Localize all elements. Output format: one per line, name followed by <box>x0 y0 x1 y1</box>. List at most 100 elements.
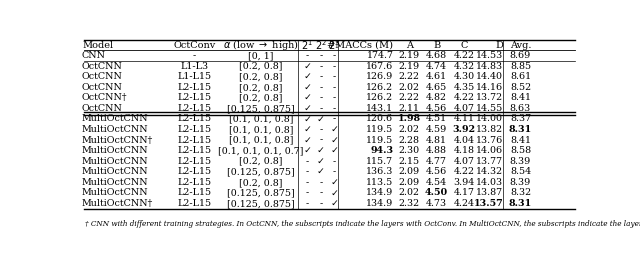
Text: $2^1$: $2^1$ <box>301 38 314 52</box>
Text: 13.82: 13.82 <box>476 125 503 134</box>
Text: -: - <box>193 51 196 60</box>
Text: 4.22: 4.22 <box>453 93 474 102</box>
Text: 126.2: 126.2 <box>366 83 394 92</box>
Text: 4.22: 4.22 <box>453 167 474 176</box>
Text: -: - <box>306 167 309 176</box>
Text: ✓: ✓ <box>303 125 312 134</box>
Text: MultiOctCNN: MultiOctCNN <box>82 167 148 176</box>
Text: ✓: ✓ <box>317 157 325 166</box>
Text: Model: Model <box>82 41 113 50</box>
Text: $2^3$: $2^3$ <box>328 38 340 52</box>
Text: $2^2$: $2^2$ <box>315 38 327 52</box>
Text: 174.7: 174.7 <box>367 51 394 60</box>
Text: L1-L15: L1-L15 <box>177 72 212 81</box>
Text: -: - <box>319 188 323 197</box>
Text: 8.63: 8.63 <box>510 104 531 113</box>
Text: MultiOctCNN†: MultiOctCNN† <box>82 199 153 208</box>
Text: L2-L15: L2-L15 <box>177 114 212 123</box>
Text: L2-L15: L2-L15 <box>177 157 212 166</box>
Text: 126.2: 126.2 <box>366 93 394 102</box>
Text: 4.11: 4.11 <box>453 114 474 123</box>
Text: [0.125, 0.875]: [0.125, 0.875] <box>227 167 295 176</box>
Text: ✓: ✓ <box>303 104 312 113</box>
Text: MultiOctCNN: MultiOctCNN <box>82 188 148 197</box>
Text: 8.69: 8.69 <box>510 51 531 60</box>
Text: [0.2, 0.8]: [0.2, 0.8] <box>239 178 283 187</box>
Text: 14.16: 14.16 <box>476 83 503 92</box>
Text: 4.07: 4.07 <box>453 157 474 166</box>
Text: 4.54: 4.54 <box>426 178 447 187</box>
Text: L2-L15: L2-L15 <box>177 136 212 145</box>
Text: ✓: ✓ <box>330 146 338 155</box>
Text: 8.39: 8.39 <box>510 178 531 187</box>
Text: CNN: CNN <box>82 51 106 60</box>
Text: 2.19: 2.19 <box>399 62 420 71</box>
Text: D: D <box>495 41 503 50</box>
Text: 4.17: 4.17 <box>453 188 474 197</box>
Text: -: - <box>333 72 336 81</box>
Text: 143.1: 143.1 <box>366 104 394 113</box>
Text: 1.98: 1.98 <box>398 114 421 123</box>
Text: B: B <box>433 41 440 50</box>
Text: 8.41: 8.41 <box>510 93 531 102</box>
Text: 119.5: 119.5 <box>366 136 394 145</box>
Text: ✓: ✓ <box>330 125 338 134</box>
Text: 4.68: 4.68 <box>426 51 447 60</box>
Text: 4.82: 4.82 <box>426 93 447 102</box>
Text: 2.19: 2.19 <box>399 51 420 60</box>
Text: ✓: ✓ <box>303 93 312 102</box>
Text: 13.87: 13.87 <box>476 188 503 197</box>
Text: ✓: ✓ <box>330 178 338 187</box>
Text: 2.15: 2.15 <box>399 157 420 166</box>
Text: -: - <box>333 157 336 166</box>
Text: ✓: ✓ <box>303 83 312 92</box>
Text: -: - <box>306 199 309 208</box>
Text: L1-L3: L1-L3 <box>180 62 209 71</box>
Text: 13.77: 13.77 <box>476 157 503 166</box>
Text: 8.58: 8.58 <box>510 146 531 155</box>
Text: -: - <box>319 199 323 208</box>
Text: 4.24: 4.24 <box>453 199 474 208</box>
Text: MultiOctCNN: MultiOctCNN <box>82 178 148 187</box>
Text: ✓: ✓ <box>317 114 325 123</box>
Text: OctCNN†: OctCNN† <box>82 93 127 102</box>
Text: 14.53: 14.53 <box>476 51 503 60</box>
Text: L2-L15: L2-L15 <box>177 125 212 134</box>
Text: 8.31: 8.31 <box>509 199 532 208</box>
Text: [0.1, 0.1, 0.8]: [0.1, 0.1, 0.8] <box>228 114 293 123</box>
Text: 3.92: 3.92 <box>452 125 476 134</box>
Text: 8.37: 8.37 <box>510 114 531 123</box>
Text: -: - <box>333 83 336 92</box>
Text: 13.72: 13.72 <box>476 93 503 102</box>
Text: ✓: ✓ <box>303 136 312 145</box>
Text: 3.94: 3.94 <box>453 178 474 187</box>
Text: [0.125, 0.875]: [0.125, 0.875] <box>227 199 295 208</box>
Text: [0.2, 0.8]: [0.2, 0.8] <box>239 93 283 102</box>
Text: [0, 1]: [0, 1] <box>248 51 274 60</box>
Text: 113.5: 113.5 <box>366 178 394 187</box>
Text: L2-L15: L2-L15 <box>177 167 212 176</box>
Text: ✓: ✓ <box>303 62 312 71</box>
Text: ✓: ✓ <box>330 136 338 145</box>
Text: L2-L15: L2-L15 <box>177 104 212 113</box>
Text: 13.76: 13.76 <box>476 136 503 145</box>
Text: [0.2, 0.8]: [0.2, 0.8] <box>239 72 283 81</box>
Text: [0.125, 0.875]: [0.125, 0.875] <box>227 188 295 197</box>
Text: OctConv: OctConv <box>173 41 216 50</box>
Text: [0.2, 0.8]: [0.2, 0.8] <box>239 62 283 71</box>
Text: ✓: ✓ <box>303 146 312 155</box>
Text: ✓: ✓ <box>330 188 338 197</box>
Text: 119.5: 119.5 <box>366 125 394 134</box>
Text: 2.02: 2.02 <box>399 83 420 92</box>
Text: 2.02: 2.02 <box>399 125 420 134</box>
Text: #MACCs (M): #MACCs (M) <box>328 41 394 50</box>
Text: OctCNN: OctCNN <box>82 104 123 113</box>
Text: MultiOctCNN†: MultiOctCNN† <box>82 136 153 145</box>
Text: ✓: ✓ <box>317 146 325 155</box>
Text: 4.56: 4.56 <box>426 167 447 176</box>
Text: -: - <box>306 188 309 197</box>
Text: 8.54: 8.54 <box>510 167 531 176</box>
Text: -: - <box>306 157 309 166</box>
Text: L2-L15: L2-L15 <box>177 93 212 102</box>
Text: 4.35: 4.35 <box>453 83 474 92</box>
